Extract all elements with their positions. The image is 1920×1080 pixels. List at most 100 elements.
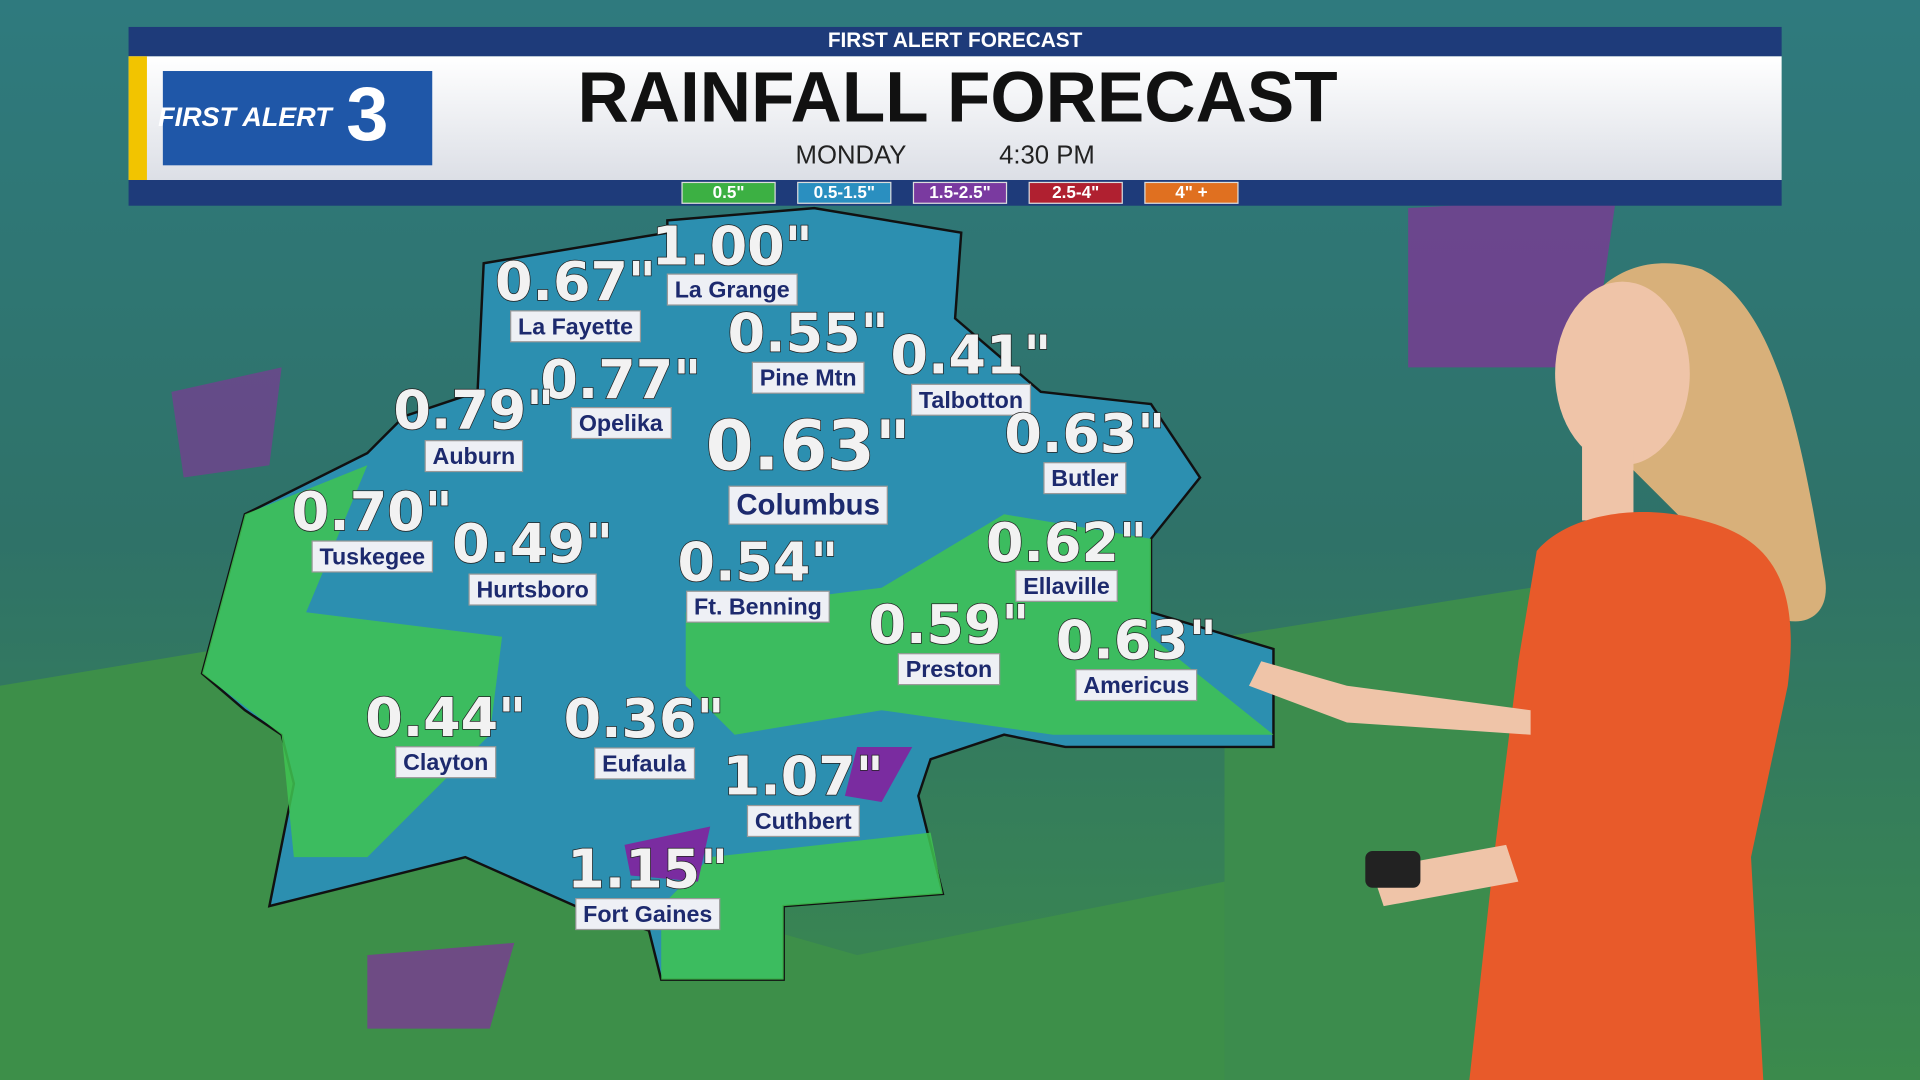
forecast-purple-area <box>844 746 913 803</box>
legend-swatch <box>681 181 776 204</box>
city-name: Hurtsboro <box>476 577 588 603</box>
logo-text: FIRST ALERT <box>158 102 334 132</box>
forecast-green-area <box>661 832 943 980</box>
accent-bar <box>128 56 147 180</box>
city-name: Columbus <box>736 489 880 522</box>
rain-amount: 0.49" <box>452 512 613 575</box>
city-name-box <box>570 406 672 440</box>
logo-number: 3 <box>346 72 388 157</box>
map-purple-area <box>367 942 515 1029</box>
city-name-box <box>746 804 860 838</box>
map-purple-area <box>1408 195 1617 368</box>
rain-amount: 0.63" <box>1056 609 1217 672</box>
city-name-box <box>1015 569 1118 602</box>
legend-label: 0.5-1.5" <box>814 182 875 202</box>
legend-label: 1.5-2.5" <box>929 182 990 202</box>
presenter <box>1248 263 1826 1080</box>
legend-label: 4" + <box>1175 182 1207 202</box>
top-bar-text: FIRST ALERT FORECAST <box>828 29 1083 52</box>
city-name: Cuthbert <box>755 808 852 834</box>
city-name-box <box>395 746 497 779</box>
legend-swatch <box>1144 181 1239 204</box>
map-purple-area <box>171 367 282 478</box>
rain-amount: 1.15" <box>567 838 728 901</box>
city-name-box <box>575 897 721 931</box>
city-name-box <box>751 361 865 394</box>
rain-amount: 1.07" <box>723 745 884 808</box>
rain-amount: 1.00" <box>652 214 813 277</box>
city-name-box <box>468 573 597 606</box>
city-name: La Grange <box>675 277 790 303</box>
city-name-box <box>897 653 1001 686</box>
city-name: Eufaula <box>602 750 687 776</box>
legend-swatch <box>1028 181 1123 204</box>
logo-box <box>162 71 433 166</box>
rain-amount: 0.62" <box>986 511 1147 574</box>
legend-swatch <box>912 181 1008 204</box>
city-name-box <box>1043 462 1127 495</box>
city-name-box <box>666 273 798 306</box>
title: RAINFALL FORECAST <box>577 59 1337 138</box>
city-name: Pine Mtn <box>760 365 857 391</box>
city-name: Fort Gaines <box>583 901 712 927</box>
city-name-box <box>1075 669 1198 702</box>
rain-amount: 0.36" <box>564 687 725 750</box>
rain-amount: 0.67" <box>495 250 656 313</box>
city-name-box <box>311 540 434 573</box>
rain-amount: 0.59" <box>869 593 1030 656</box>
city-name: Preston <box>906 656 993 682</box>
rain-amount: 0.79" <box>393 379 554 442</box>
city-name-box <box>686 590 830 623</box>
rain-amount: 0.55" <box>728 301 889 364</box>
city-name: Talbotton <box>919 387 1023 413</box>
legend: 0.5" 0.5-1.5" 1.5-2.5" 2.5-4" 4" + <box>681 181 1239 204</box>
rain-amount: 0.54" <box>677 530 838 593</box>
city-name: Ellaville <box>1023 573 1110 599</box>
rain-amount: 0.70" <box>292 480 453 543</box>
legend-swatch <box>797 181 892 204</box>
rain-amount: 0.41" <box>891 323 1052 386</box>
city-name: Auburn <box>433 443 516 469</box>
city-name-box <box>424 440 524 473</box>
city-name: Clayton <box>403 749 488 775</box>
city-name: Ft. Benning <box>694 594 822 620</box>
city-name: Tuskegee <box>319 544 425 570</box>
city-name: Butler <box>1051 465 1118 491</box>
rain-amount: 0.63" <box>1004 402 1165 465</box>
city-name: Americus <box>1083 672 1189 698</box>
city-name-box <box>510 310 642 343</box>
time: 4:30 PM <box>999 142 1095 170</box>
day: MONDAY <box>796 142 907 170</box>
rain-amount: 0.63" <box>706 407 911 487</box>
city-name-box <box>594 747 696 780</box>
legend-label: 0.5" <box>713 182 745 202</box>
city-name: La Fayette <box>518 313 633 339</box>
city-name: Opelika <box>579 410 664 436</box>
forecast-purple-area <box>624 826 711 882</box>
city-name-box <box>728 485 888 525</box>
rain-amount: 0.77" <box>540 348 701 411</box>
rain-amount: 0.44" <box>365 686 526 749</box>
city-name-box <box>910 383 1032 416</box>
top-bar <box>128 26 1782 57</box>
